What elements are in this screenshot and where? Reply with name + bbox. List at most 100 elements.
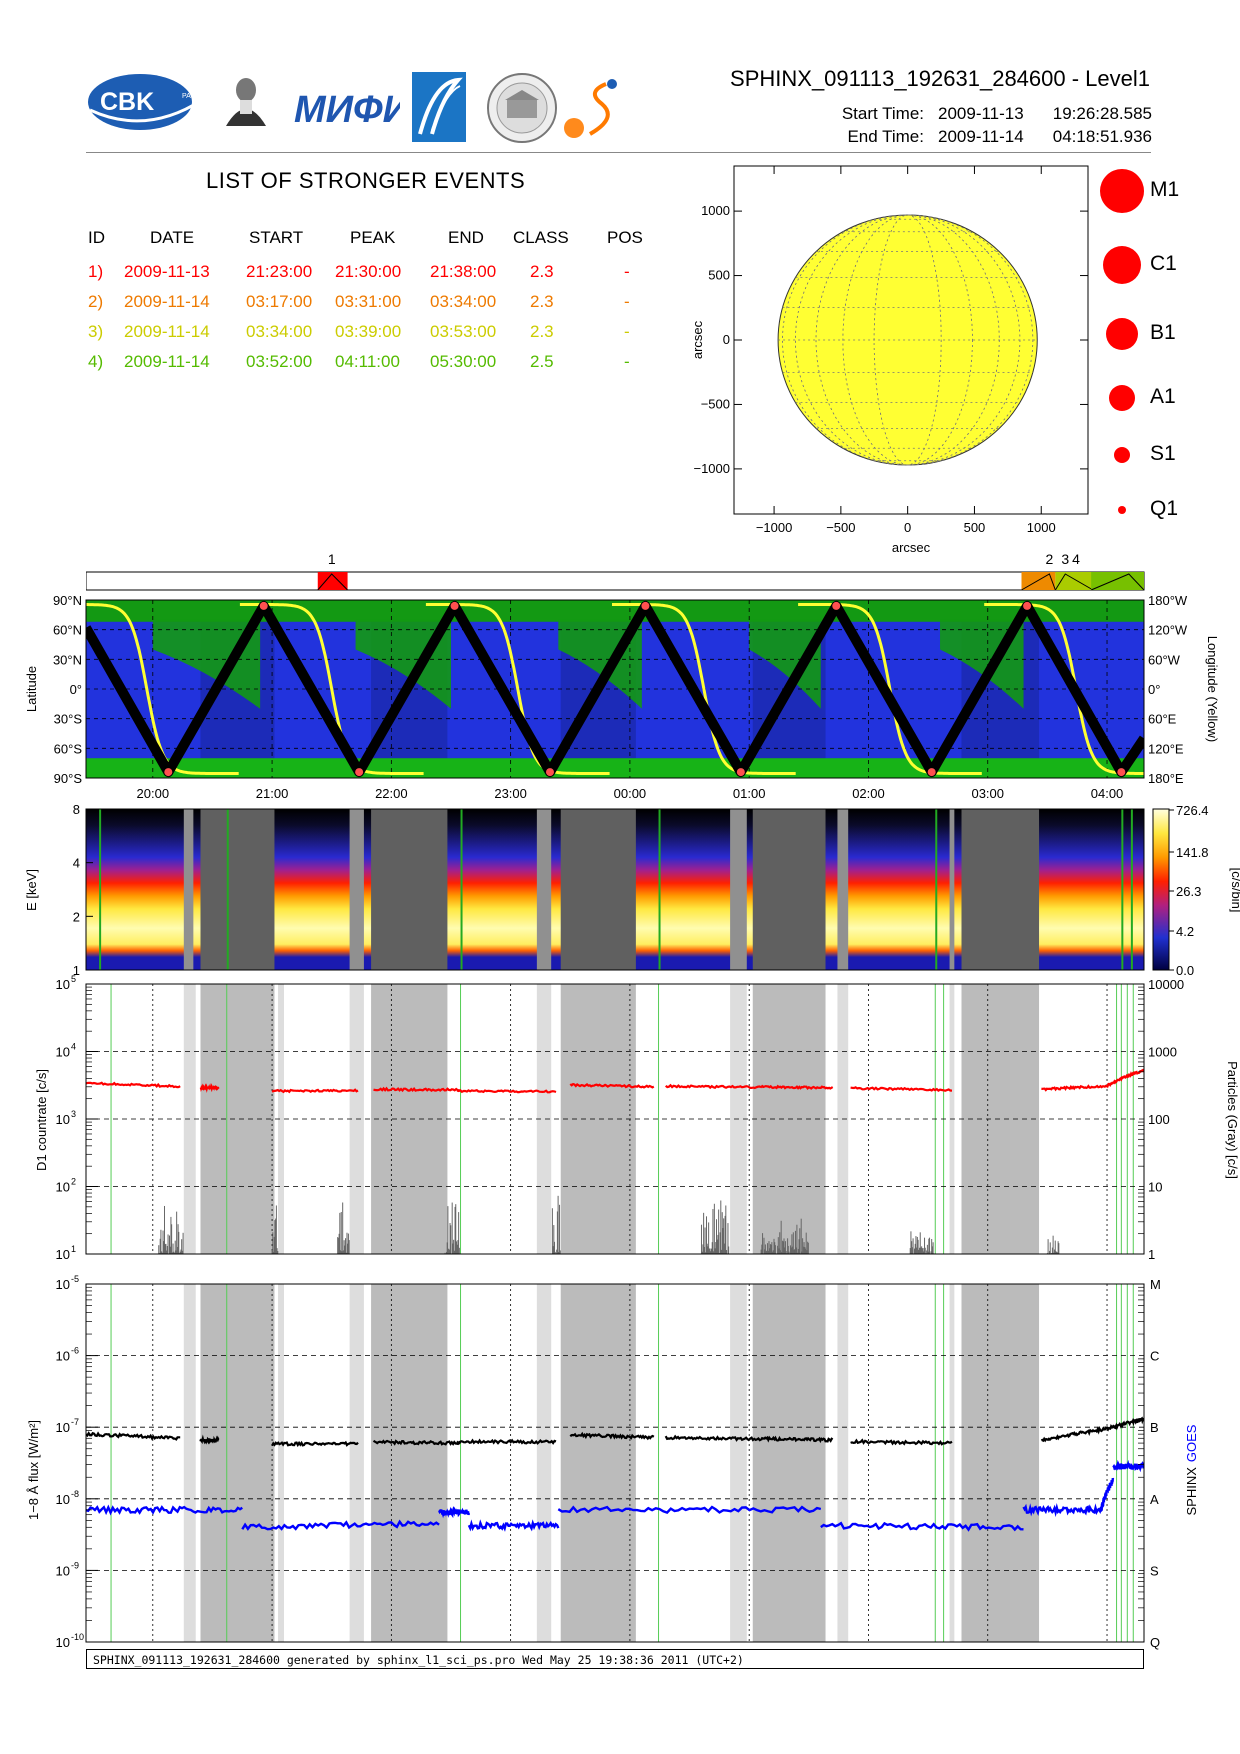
flux-ytick-base: 10 bbox=[56, 1349, 70, 1364]
flux-class-tick-label: M bbox=[1150, 1277, 1161, 1292]
event-id: 2) bbox=[88, 292, 103, 312]
eclipse-band bbox=[201, 984, 275, 1254]
sphinx-flux-line bbox=[851, 1440, 952, 1444]
flux-class-tick-label: A bbox=[1150, 1492, 1159, 1507]
class-legend-dot bbox=[1100, 169, 1144, 213]
time-tick-label: 21:00 bbox=[256, 786, 289, 801]
time-tick-label: 01:00 bbox=[733, 786, 766, 801]
cbk-logo-text: CBK bbox=[100, 88, 154, 116]
mifi-logo-text: МИФИ bbox=[294, 89, 400, 131]
event-start: 03:17:00 bbox=[246, 292, 312, 312]
countrate-ytick-exponent: 5 bbox=[71, 974, 76, 984]
event-peak: 03:39:00 bbox=[335, 322, 401, 342]
event-date: 2009-11-14 bbox=[124, 352, 210, 372]
spectrogram-mark bbox=[1121, 809, 1123, 970]
class-legend-item: M1 bbox=[1092, 171, 1212, 211]
event-peak: 04:11:00 bbox=[335, 352, 400, 372]
countrate-ytick-exponent: 1 bbox=[71, 1244, 76, 1254]
flux-class-tick-label: Q bbox=[1150, 1635, 1160, 1650]
eclipse-band bbox=[753, 1284, 826, 1642]
end-time-line: End Time: 2009-11-14 04:18:51.936 bbox=[824, 127, 1152, 147]
event-pos: - bbox=[624, 262, 630, 282]
events-title: LIST OF STRONGER EVENTS bbox=[206, 168, 525, 194]
flux-ytick-base: 10 bbox=[56, 1563, 70, 1578]
goes-flux-line bbox=[1101, 1478, 1113, 1511]
spectrogram-panel: 8421 726.4141.826.34.20.0 E [keV] [c/s/b… bbox=[0, 800, 1240, 980]
class-legend-label: B1 bbox=[1150, 321, 1176, 345]
orbit-y2label: Longitude (Yellow) bbox=[1205, 636, 1220, 742]
sun-orbit-logo bbox=[556, 76, 626, 146]
countrate-ytick-label: 10 bbox=[56, 1180, 70, 1195]
end-time-label: End Time: bbox=[824, 127, 924, 147]
event-end: 03:34:00 bbox=[430, 292, 496, 312]
lebedev-institute-logo bbox=[214, 72, 278, 142]
eclipse-band bbox=[201, 1284, 275, 1642]
spectrogram-gap bbox=[753, 809, 826, 970]
data-gap-band bbox=[950, 1284, 955, 1642]
class-legend-dot bbox=[1118, 506, 1126, 514]
colorbar-tick-label: 4.2 bbox=[1176, 924, 1194, 939]
class-legend-item: C1 bbox=[1092, 245, 1212, 285]
event-id: 1) bbox=[88, 262, 103, 282]
colorbar-label: [c/s/bin] bbox=[1229, 868, 1240, 913]
colorbar-tick-label: 26.3 bbox=[1176, 884, 1201, 899]
event-start: 21:23:00 bbox=[246, 262, 312, 282]
countrate-ytick-label: 10 bbox=[56, 1247, 70, 1262]
orbit-lat-tick-label: 60°S bbox=[54, 741, 83, 756]
flux-y2label-goes: GOES bbox=[1184, 1424, 1199, 1462]
colorbar bbox=[1153, 809, 1169, 970]
event-timeline-bar: 1234 bbox=[86, 552, 1240, 598]
class-legend-dot bbox=[1109, 385, 1135, 411]
event-pos: - bbox=[624, 292, 630, 312]
time-tick-label: 00:00 bbox=[614, 786, 647, 801]
event-class: 2.5 bbox=[530, 352, 554, 372]
start-time-label: Start Time: bbox=[824, 104, 924, 124]
time-tick-label: 23:00 bbox=[494, 786, 527, 801]
col-pos: POS bbox=[607, 228, 643, 248]
orbit-extremum-marker bbox=[641, 602, 649, 610]
spectrogram-mark bbox=[659, 809, 661, 970]
end-time: 04:18:51.936 bbox=[1048, 127, 1152, 147]
sun-map-ylabel: arcsec bbox=[690, 320, 705, 359]
spectrogram-gap bbox=[184, 809, 194, 970]
event-class: 2.3 bbox=[530, 292, 554, 312]
flux-ytick-exponent: -5 bbox=[71, 1274, 79, 1284]
orbit-extremum-marker bbox=[546, 768, 554, 776]
event-class: 2.3 bbox=[530, 322, 554, 342]
countrate-line bbox=[761, 1086, 833, 1088]
orbit-lat-tick-label: 30°S bbox=[54, 712, 83, 727]
mifi-logo: МИФИ bbox=[290, 80, 400, 136]
orbit-extremum-marker bbox=[1117, 768, 1125, 776]
sun-map-xtick-label: −500 bbox=[826, 520, 855, 535]
orbit-lat-tick-label: 30°N bbox=[53, 652, 82, 667]
orbit-lat-tick-label: 0° bbox=[70, 682, 82, 697]
orbit-lat-tick-label: 60°N bbox=[53, 623, 82, 638]
time-tick-label: 03:00 bbox=[971, 786, 1004, 801]
spectrogram-ytick-label: 8 bbox=[73, 802, 80, 817]
sun-map-ytick-label: 1000 bbox=[701, 203, 730, 218]
orbit-extremum-marker bbox=[832, 602, 840, 610]
countrate-line bbox=[86, 1083, 180, 1087]
countrate-y2tick-label: 10000 bbox=[1148, 977, 1184, 992]
event-end: 05:30:00 bbox=[430, 352, 496, 372]
orbit-panel: 90°N 180°W 60°N 120°W 30°N 60°W 0° 0° 30°S 60°E 60… bbox=[0, 596, 1240, 806]
flux-ytick-exponent: -10 bbox=[71, 1632, 84, 1642]
spectrogram-gap bbox=[537, 809, 551, 970]
class-legend-label: M1 bbox=[1150, 178, 1179, 202]
spectrogram-gap bbox=[371, 809, 447, 970]
col-peak: PEAK bbox=[350, 228, 395, 248]
sphinx-flux-line bbox=[457, 1440, 556, 1443]
flux-ytick-exponent: -7 bbox=[71, 1417, 79, 1427]
event-peak: 03:31:00 bbox=[335, 292, 401, 312]
class-legend-dot bbox=[1106, 318, 1138, 350]
countrate-ytick-exponent: 2 bbox=[71, 1177, 76, 1187]
time-tick-label: 22:00 bbox=[375, 786, 408, 801]
header-divider bbox=[86, 152, 1151, 153]
class-legend-label: Q1 bbox=[1150, 497, 1178, 521]
class-legend-dot bbox=[1114, 447, 1130, 463]
seal-logo bbox=[486, 72, 558, 144]
event-peak: 21:30:00 bbox=[335, 262, 401, 282]
start-time-line: Start Time: 2009-11-13 19:26:28.585 bbox=[824, 104, 1152, 124]
orbit-lon-tick-label: 120°W bbox=[1148, 623, 1188, 638]
flux-ytick-base: 10 bbox=[56, 1635, 70, 1650]
